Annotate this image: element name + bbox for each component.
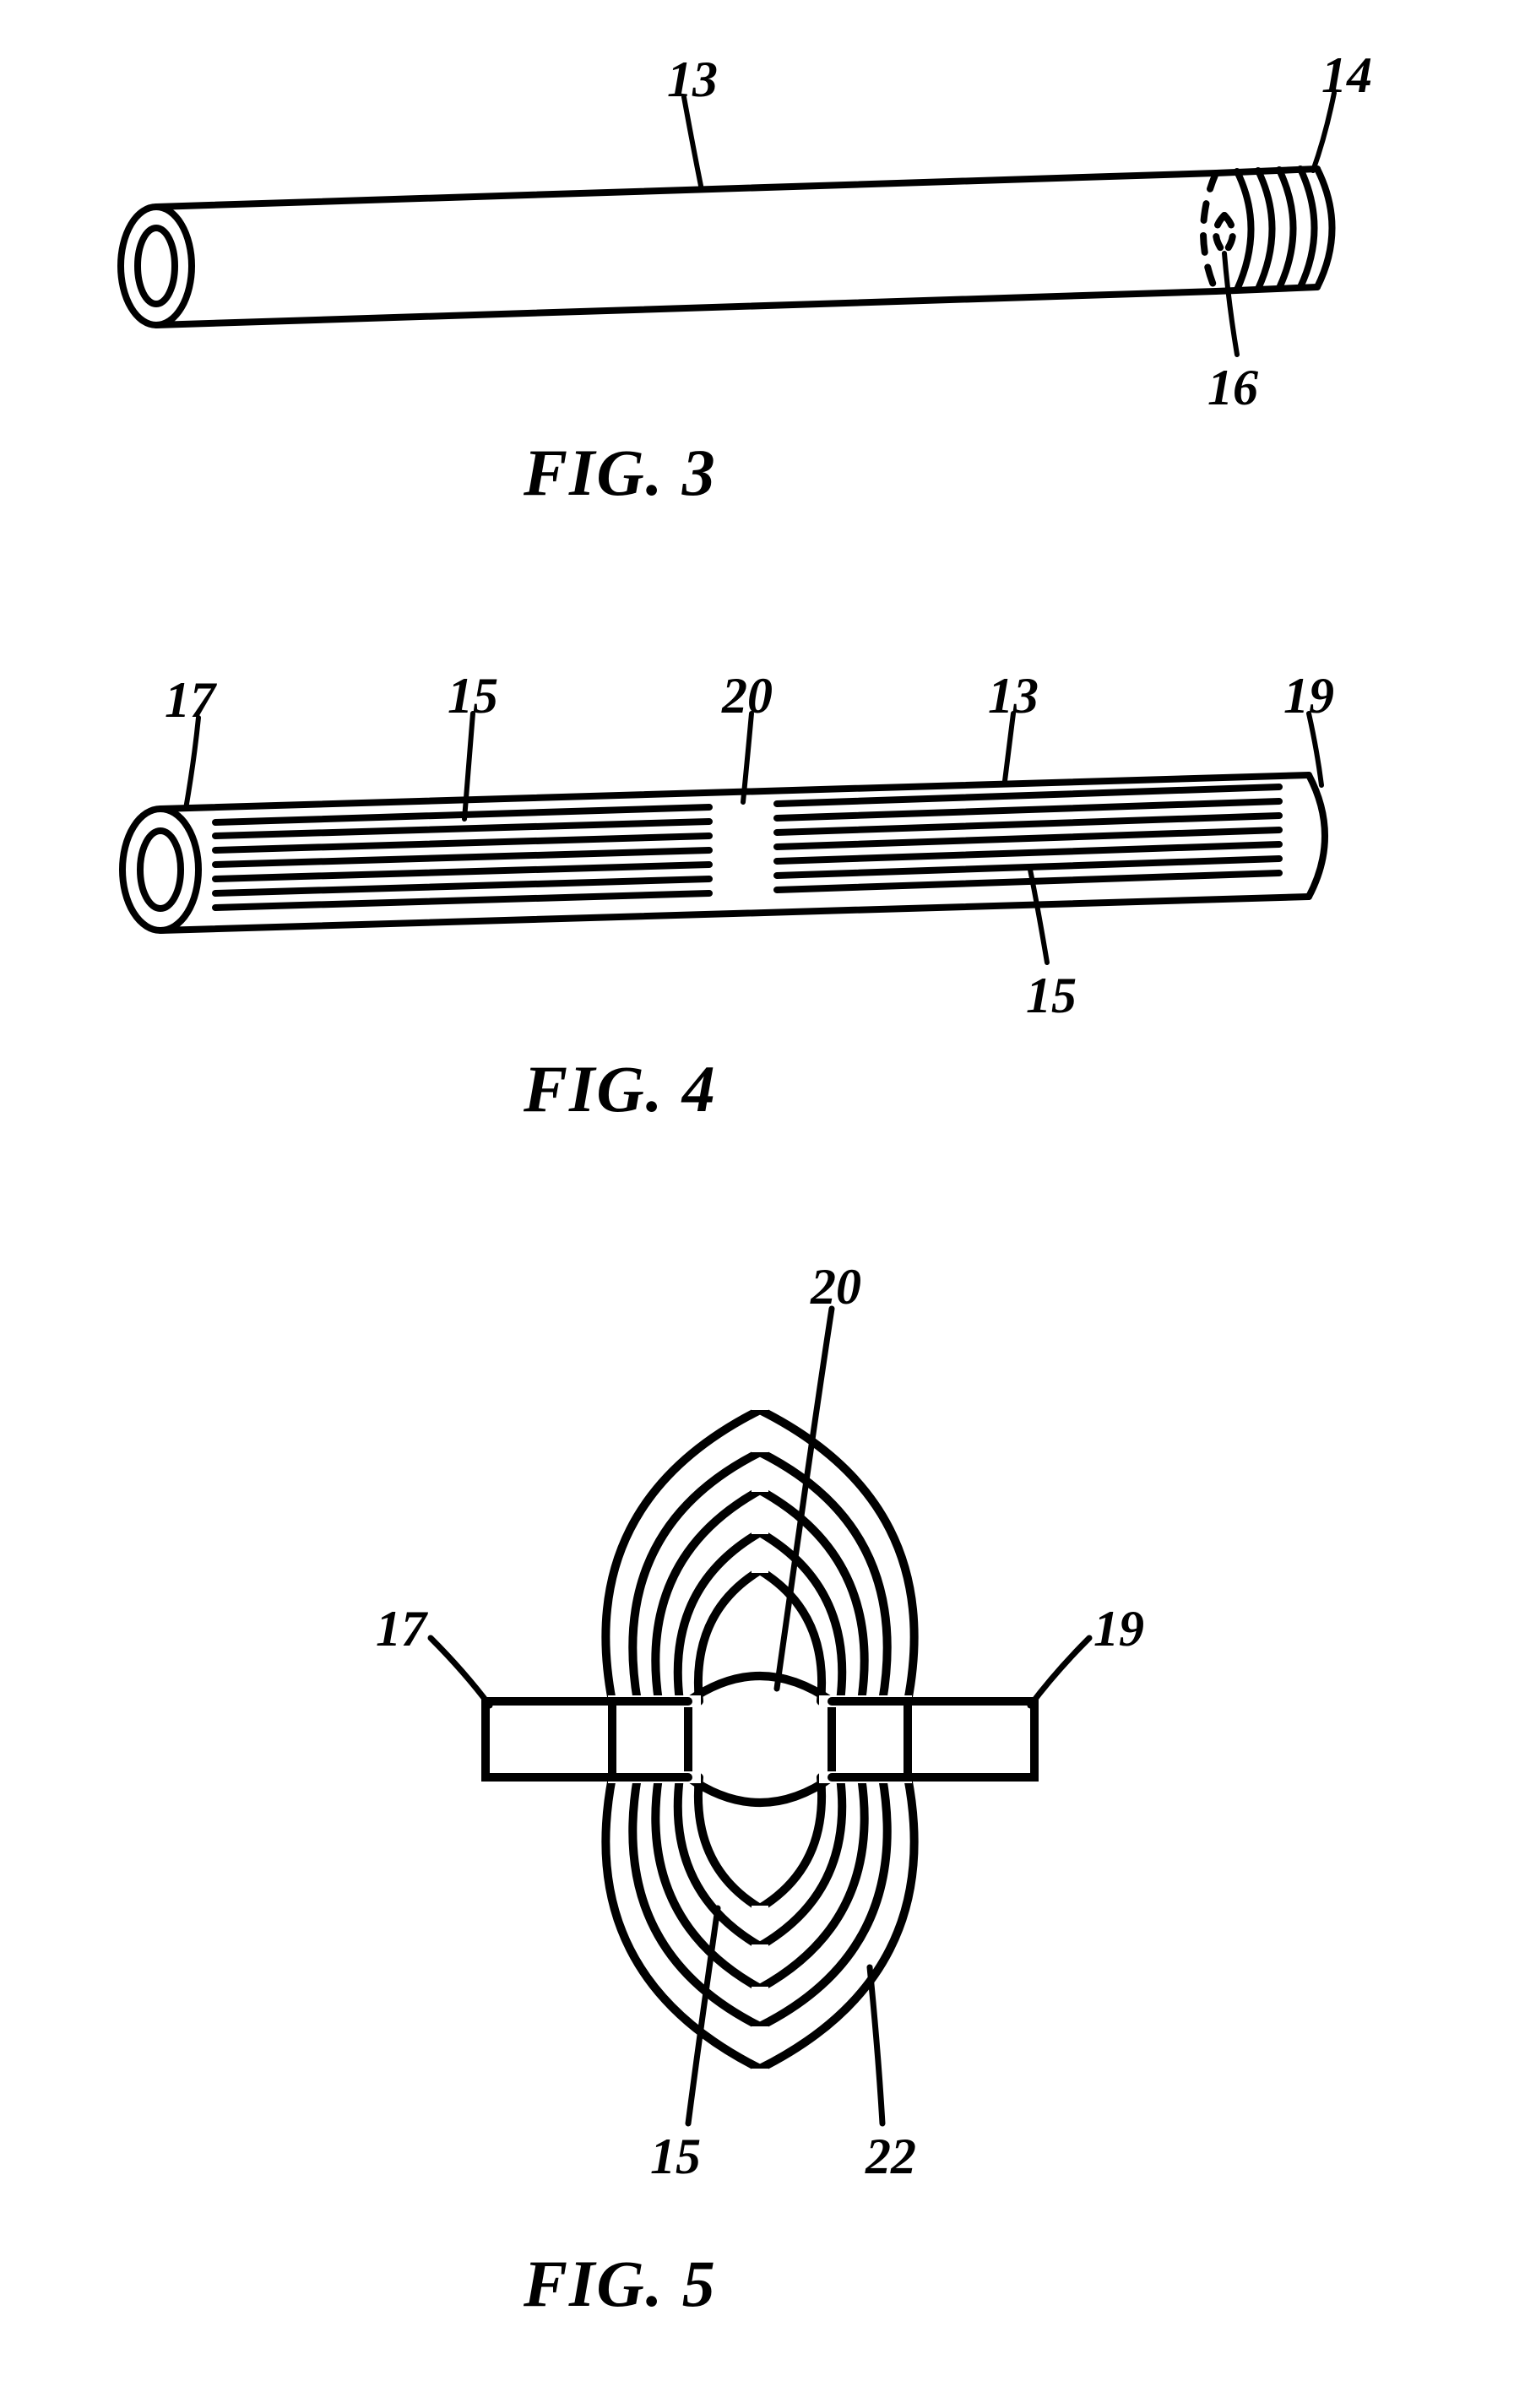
fig3-ref-16: 16 bbox=[1207, 359, 1258, 417]
fig4-ref-19: 19 bbox=[1283, 667, 1334, 725]
fig3-ref-14: 14 bbox=[1321, 46, 1372, 105]
fig4-caption: FIG. 4 bbox=[524, 1051, 717, 1127]
fig3-caption: FIG. 3 bbox=[524, 435, 717, 511]
fig4-ref-15a: 15 bbox=[448, 667, 498, 725]
fig4-drawing bbox=[101, 735, 1385, 988]
fig5-ref-20: 20 bbox=[811, 1258, 861, 1316]
fig4-ref-17: 17 bbox=[165, 671, 215, 729]
fig4-ref-13: 13 bbox=[988, 667, 1039, 725]
fig5-drawing bbox=[355, 1317, 1165, 2128]
fig3-ref-13: 13 bbox=[667, 51, 718, 109]
fig5-ref-17: 17 bbox=[376, 1600, 426, 1658]
fig4-ref-15b: 15 bbox=[1026, 967, 1077, 1025]
fig5-caption: FIG. 5 bbox=[524, 2246, 717, 2322]
fig5-ref-22: 22 bbox=[866, 2128, 916, 2186]
fig5-ref-19: 19 bbox=[1093, 1600, 1144, 1658]
fig5-ref-15: 15 bbox=[650, 2128, 701, 2186]
patent-drawing-page: 13 14 16 FIG. 3 bbox=[0, 0, 1514, 2408]
fig4-ref-20: 20 bbox=[722, 667, 773, 725]
fig3-drawing bbox=[101, 118, 1385, 397]
